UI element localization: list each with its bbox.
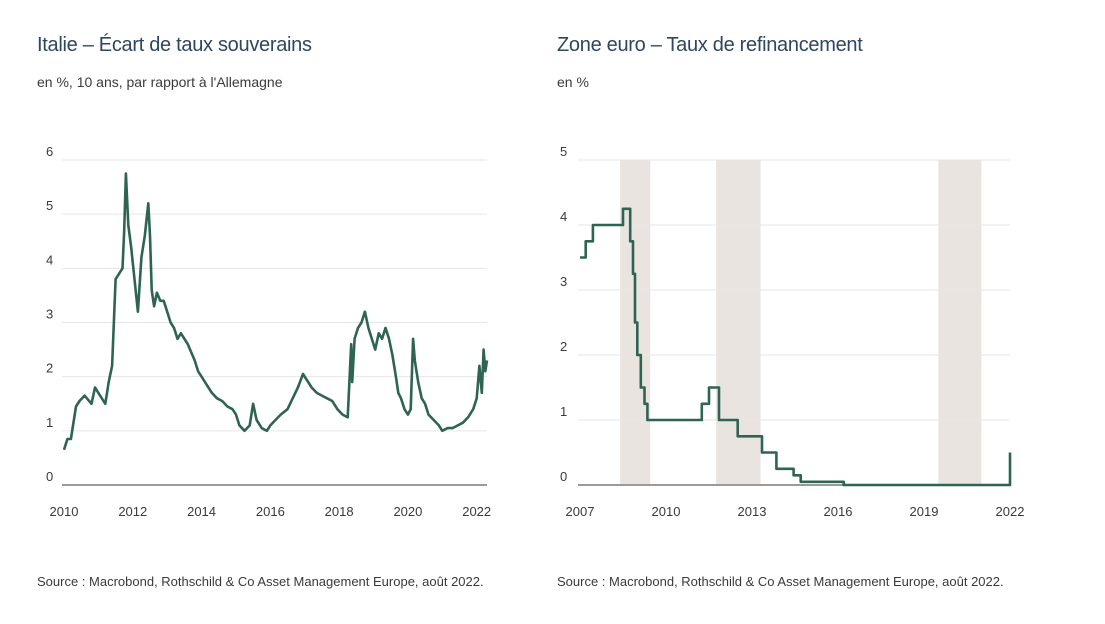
- chart0-y-tick-label-4: 4: [46, 252, 53, 267]
- chart0-y-tick-label-5: 5: [46, 198, 53, 213]
- chart1-y-tick-label-2: 2: [560, 339, 567, 354]
- chart0-x-tick-label-4: 2018: [325, 504, 354, 519]
- chart1-x-tick-label-3: 2016: [824, 504, 853, 519]
- right-chart-title: Zone euro – Taux de refinancement: [557, 34, 863, 56]
- chart0-x-tick-label-5: 2020: [393, 504, 422, 519]
- chart0-x-tick-label-2: 2014: [187, 504, 216, 519]
- chart0-y-tick-label-6: 6: [46, 144, 53, 159]
- chart1-series-line-0: [580, 207, 1012, 487]
- chart0-y-tick-label-3: 3: [46, 307, 53, 322]
- chart0-x-tick-label-1: 2012: [118, 504, 147, 519]
- chart0-y-tick-label-0: 0: [46, 469, 53, 484]
- chart1-shaded-period-2: [938, 160, 982, 485]
- left-chart-source: Source : Macrobond, Rothschild & Co Asse…: [37, 574, 484, 589]
- chart1-x-tick-label-4: 2019: [910, 504, 939, 519]
- chart1-y-tick-label-0: 0: [560, 469, 567, 484]
- chart1-x-tick-label-5: 2022: [996, 504, 1025, 519]
- left-chart-subtitle: en %, 10 ans, par rapport à l'Allemagne: [37, 74, 283, 90]
- chart1-x-tick-label-1: 2010: [652, 504, 681, 519]
- right-chart-panel: Zone euro – Taux de refinancement en % 0…: [540, 0, 1105, 624]
- left-chart-panel: Italie – Écart de taux souverains en %, …: [0, 0, 540, 624]
- chart1-y-tick-label-5: 5: [560, 144, 567, 159]
- chart1-y-tick-label-3: 3: [560, 274, 567, 289]
- chart1-y-tick-label-4: 4: [560, 209, 567, 224]
- chart1-x-tick-label-2: 2013: [738, 504, 767, 519]
- left-chart-title: Italie – Écart de taux souverains: [37, 34, 312, 56]
- chart0-x-tick-label-3: 2016: [256, 504, 285, 519]
- right-chart-plot: 0 1 2 3 4 5 2007 2010 2013 2016 2019 2022: [560, 144, 1025, 519]
- chart0-x-tick-label-6: 2022: [462, 504, 491, 519]
- chart0-y-tick-label-2: 2: [46, 361, 53, 376]
- chart0-x-tick-label-0: 2010: [50, 504, 79, 519]
- chart0-y-tick-label-1: 1: [46, 415, 53, 430]
- left-chart-plot: 0 1 2 3 4 5 6 2010 2012 2014 2016 2018 2020 2022: [46, 144, 491, 519]
- chart1-x-tick-label-0: 2007: [566, 504, 595, 519]
- chart1-y-tick-label-1: 1: [560, 404, 567, 419]
- right-chart-subtitle: en %: [557, 74, 589, 90]
- right-chart-source: Source : Macrobond, Rothschild & Co Asse…: [557, 574, 1004, 589]
- chart0-series-line-0: [62, 172, 489, 451]
